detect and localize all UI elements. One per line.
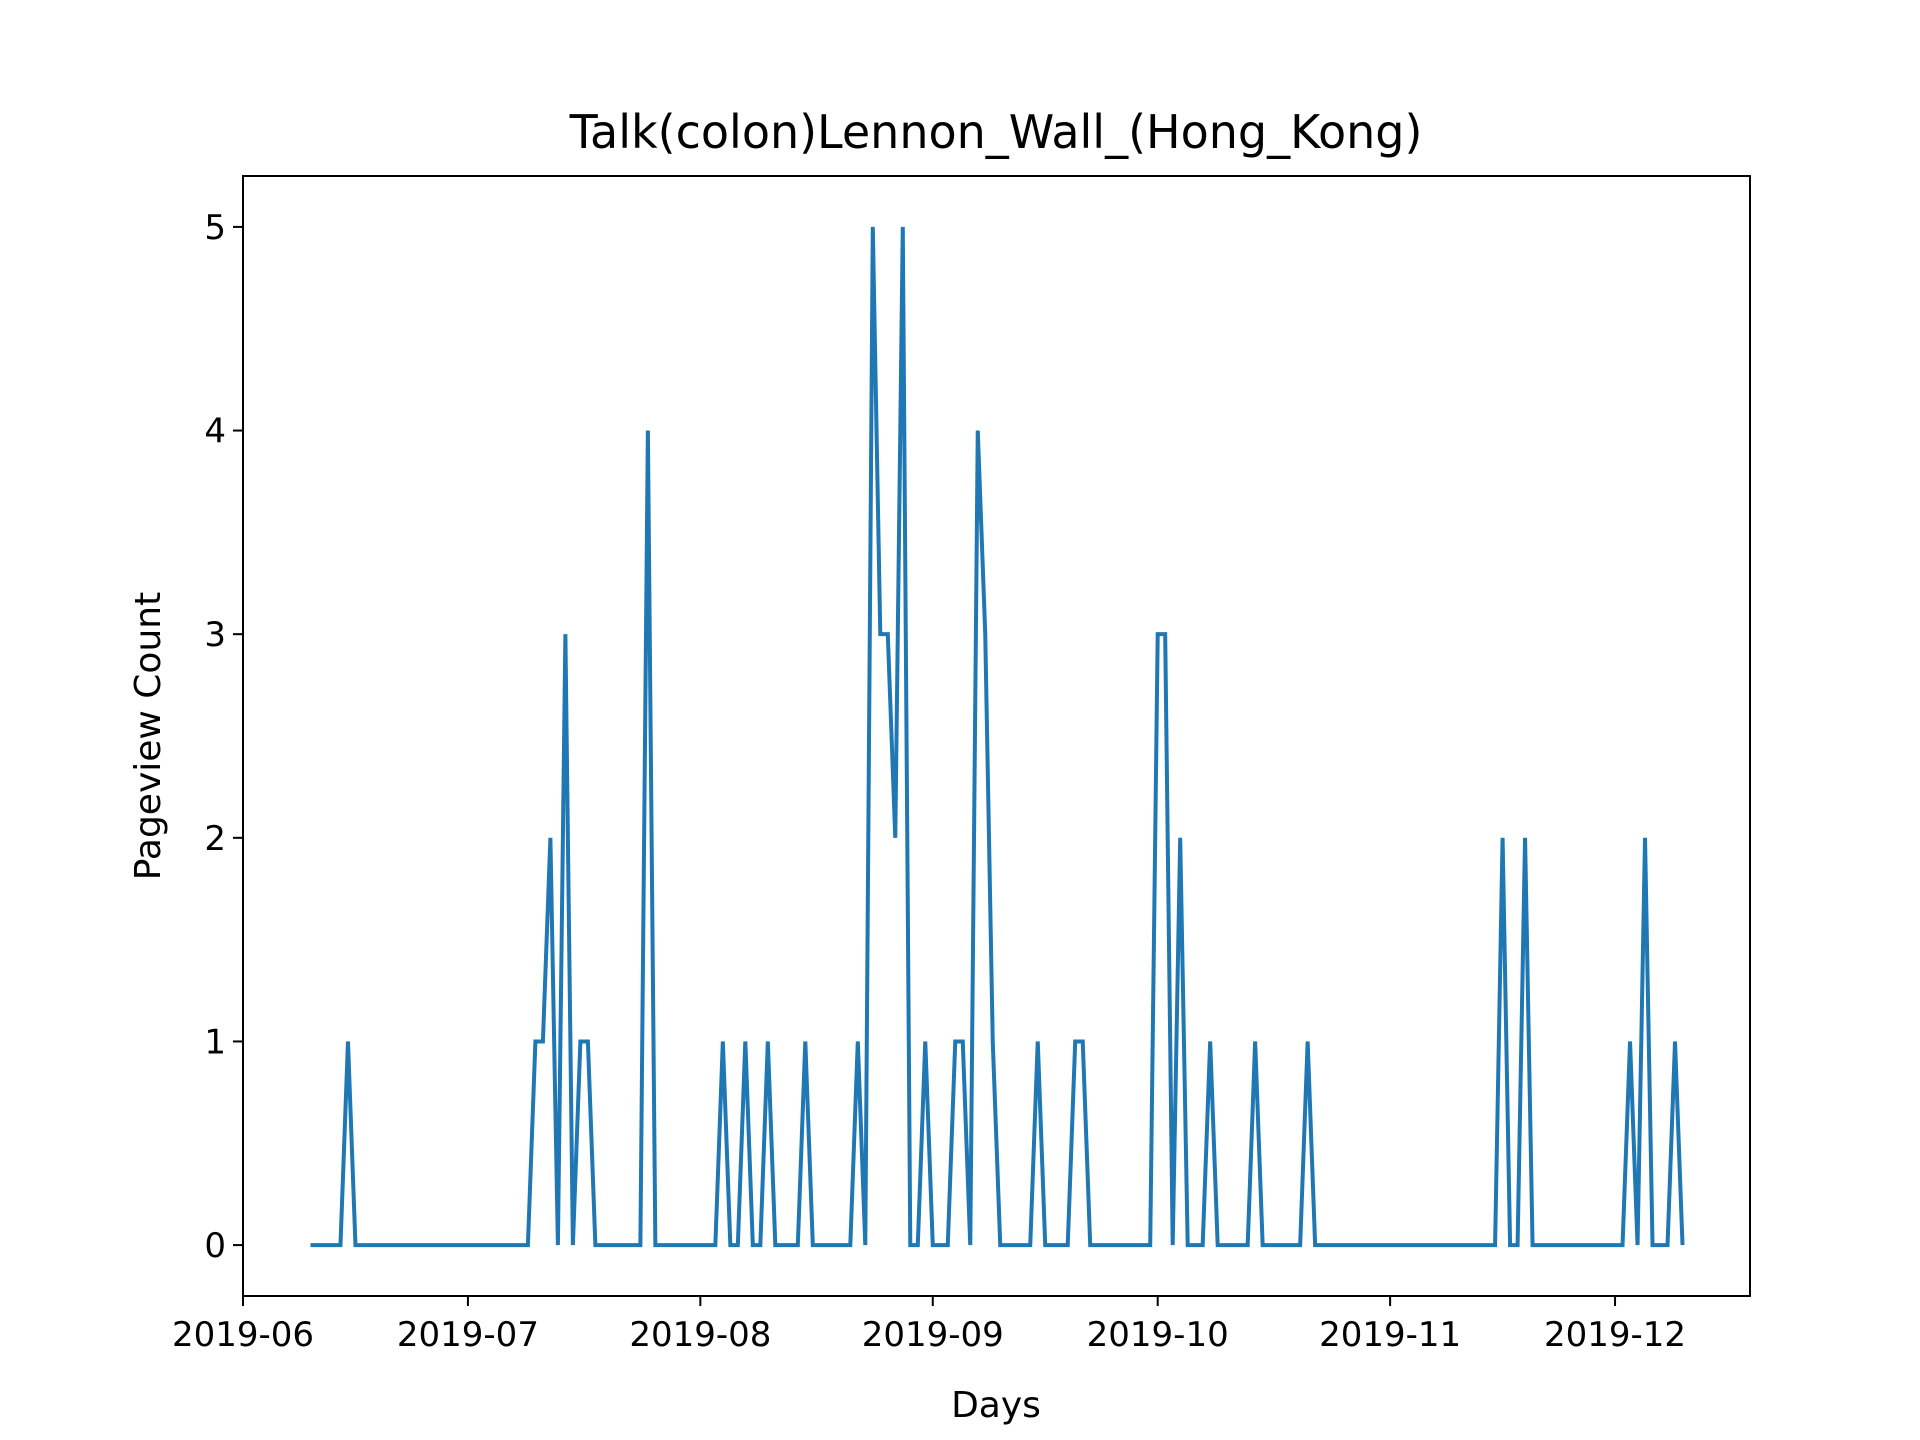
x-axis: 2019-06 2019-07 2019-08 2019-09 2019-10 2019-… <box>172 1296 1686 1355</box>
x-tick-label: 2019-11 <box>1319 1315 1461 1355</box>
y-tick-label: 5 <box>204 208 226 248</box>
plot-area <box>310 226 1685 1248</box>
x-tick-label: 2019-07 <box>397 1315 539 1355</box>
x-tick-label: 2019-08 <box>629 1315 771 1355</box>
x-tick-label: 2019-12 <box>1544 1315 1686 1355</box>
plot-frame <box>242 175 1751 1297</box>
chart-title: Talk(colon)Lennon_Wall_(Hong_Kong) <box>569 105 1423 159</box>
y-axis: 0 1 2 3 4 5 <box>204 208 243 1266</box>
series-line <box>310 226 1685 1248</box>
x-tick-label: 2019-10 <box>1087 1315 1229 1355</box>
x-axis-label: Days <box>951 1385 1041 1426</box>
y-tick-label: 4 <box>204 412 226 452</box>
x-tick-label: 2019-09 <box>862 1315 1004 1355</box>
y-tick-label: 1 <box>204 1022 226 1062</box>
x-tick-label: 2019-06 <box>172 1315 314 1355</box>
y-tick-label: 0 <box>204 1226 226 1266</box>
y-tick-label: 2 <box>204 819 226 859</box>
y-tick-label: 3 <box>204 615 226 655</box>
y-axis-label: Pageview Count <box>128 592 169 880</box>
